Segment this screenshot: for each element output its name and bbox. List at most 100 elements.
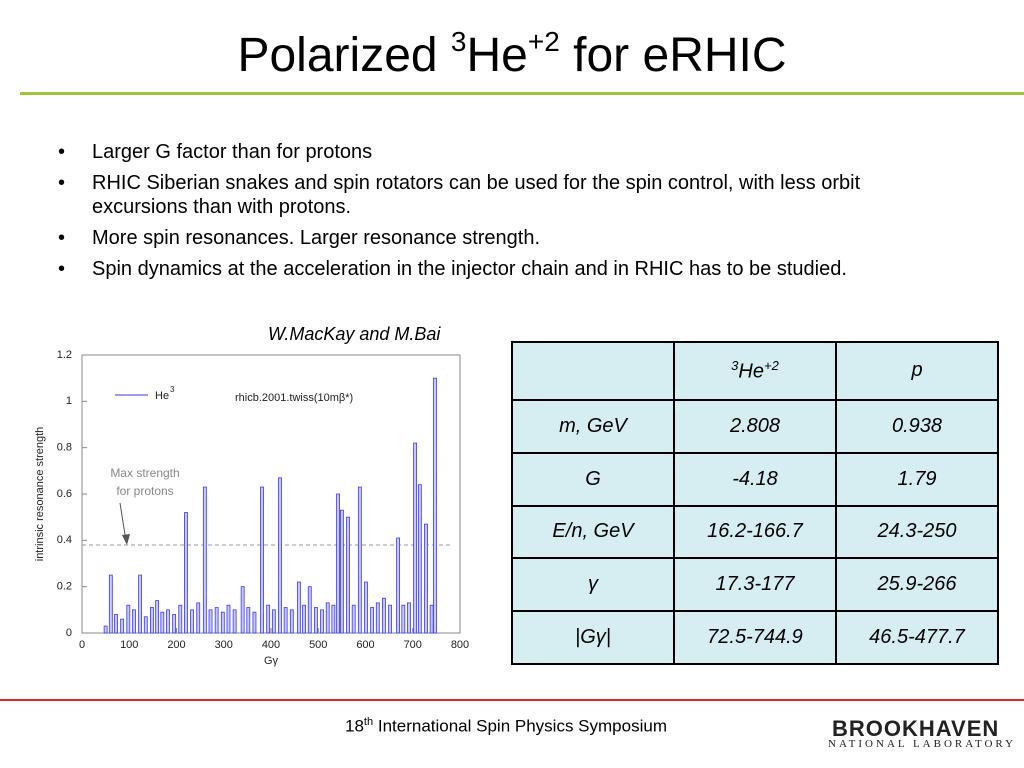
bar — [424, 523, 428, 634]
bar — [202, 486, 207, 634]
table-row: G -4.18 1.79 — [511, 451, 999, 507]
bar — [120, 618, 125, 634]
y-tick-label: 1.2 — [57, 349, 72, 361]
bar — [417, 484, 422, 634]
bar — [114, 614, 118, 634]
bar — [331, 604, 336, 634]
reference-label: Max strength — [110, 466, 179, 480]
table-cell: 46.5-477.7 — [835, 610, 999, 665]
bar — [271, 609, 276, 634]
bar — [160, 611, 165, 634]
table-cell: 25.9-266 — [835, 557, 999, 613]
bar — [143, 616, 148, 634]
table-row: γ 17.3-177 25.9-266 — [511, 557, 999, 613]
footer: 18th International Spin Physics Symposiu… — [0, 716, 1012, 737]
table-cell: p — [835, 341, 999, 401]
table-cell: m, GeV — [511, 398, 675, 454]
bar — [190, 609, 194, 634]
bullet-list: Larger G factor than for protons RHIC Si… — [58, 140, 938, 288]
slide-title: Polarized 3He+2 for eRHIC — [0, 28, 1024, 83]
bar — [208, 609, 213, 634]
bar — [266, 604, 271, 634]
bar — [320, 609, 324, 634]
table-cell: G — [511, 451, 675, 507]
bar — [132, 609, 136, 634]
y-tick-label: 0.8 — [57, 442, 72, 454]
bar — [283, 607, 288, 634]
bar — [339, 509, 344, 634]
x-tick-label: 800 — [451, 639, 469, 651]
table-cell: γ — [511, 557, 675, 613]
bar — [351, 604, 356, 634]
bar — [302, 604, 306, 634]
bar — [108, 574, 113, 634]
table-row: 3He+2 p — [511, 341, 999, 401]
bar — [307, 586, 312, 634]
table-cell — [511, 341, 675, 401]
bullet: Spin dynamics at the acceleration in the… — [58, 257, 938, 281]
table-cell: 16.2-166.7 — [673, 504, 837, 560]
table-row: |Gγ| 72.5-744.9 46.5-477.7 — [511, 610, 999, 665]
bar — [260, 486, 264, 634]
table-cell: 17.3-177 — [673, 557, 837, 613]
table: 3He+2 p m, GeV 2.808 0.938 G -4.18 1.79 E/n, G… — [511, 341, 999, 665]
bar — [278, 477, 282, 634]
bar — [289, 609, 294, 634]
table-cell: -4.18 — [673, 451, 837, 507]
bar — [178, 604, 183, 634]
x-tick-label: 400 — [262, 639, 280, 651]
bar — [364, 581, 368, 634]
table-cell: E/n, GeV — [511, 504, 675, 560]
y-tick-label: 0.2 — [57, 581, 72, 593]
bar — [214, 607, 219, 634]
table-cell: 72.5-744.9 — [673, 610, 837, 665]
x-tick-label: 600 — [356, 639, 374, 651]
table-cell: |Gγ| — [511, 610, 675, 665]
table-body: m, GeV 2.808 0.938 G -4.18 1.79 E/n, GeV 16.2-1… — [511, 398, 999, 665]
bar — [240, 586, 245, 634]
y-tick-label: 0.6 — [57, 488, 72, 500]
y-tick-label: 0.4 — [57, 534, 72, 546]
cell-sup: +2 — [763, 358, 779, 374]
logo: BROOKHAVEN — [832, 716, 1000, 741]
bar — [172, 614, 177, 634]
divider — [0, 699, 1024, 701]
bar — [346, 516, 350, 634]
x-tick-label: 500 — [309, 639, 327, 651]
bullet: More spin resonances. Larger resonance s… — [58, 226, 938, 250]
cell-sup: 3 — [731, 358, 739, 374]
bar — [388, 604, 392, 634]
bar — [429, 604, 434, 634]
footer-text: International Spin Physics Symposium — [377, 716, 667, 736]
table-cell: 2.808 — [673, 398, 837, 454]
table-cell: 1.79 — [835, 451, 999, 507]
x-tick-label: 300 — [215, 639, 233, 651]
bar — [382, 597, 386, 634]
bar — [401, 604, 406, 634]
divider — [20, 92, 1024, 95]
bar — [313, 607, 318, 634]
bar — [196, 602, 201, 634]
x-tick-label: 700 — [404, 639, 422, 651]
bar — [150, 607, 154, 634]
annotation: rhicb.2001.twiss(10mβ*) — [235, 392, 353, 404]
bar — [396, 537, 401, 634]
bar — [166, 609, 170, 634]
bar — [357, 486, 362, 634]
bullet: RHIC Siberian snakes and spin rotators c… — [58, 171, 938, 219]
bar — [413, 442, 418, 634]
logo: NATIONAL LABORATORY — [828, 738, 1017, 750]
x-tick-label: 200 — [167, 639, 185, 651]
bar — [296, 581, 301, 634]
table-row: m, GeV 2.808 0.938 — [511, 398, 999, 454]
cell-text: He — [738, 360, 764, 383]
chart: 0 100 200 300 400 500 600 700 800 0 0.2 0.4 0.6 0.8 1 1… — [34, 349, 469, 667]
table-cell: 3He+2 — [673, 341, 837, 401]
bar — [336, 493, 340, 634]
bar — [252, 611, 257, 634]
title-sup: +2 — [527, 26, 560, 57]
citation: W.MacKay and M.Bai — [268, 324, 441, 344]
table-cell: 24.3-250 — [835, 504, 999, 560]
bar — [407, 602, 411, 634]
